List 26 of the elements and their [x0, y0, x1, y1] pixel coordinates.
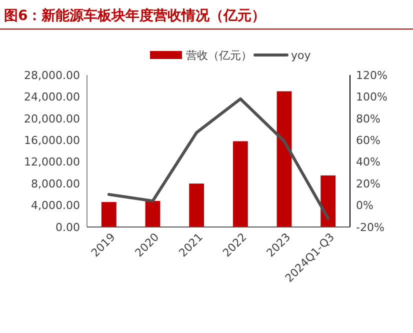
bar: [320, 175, 336, 227]
bar: [232, 141, 248, 227]
y-tick-label: 24,000.00: [24, 90, 80, 104]
bar: [276, 91, 292, 227]
legend-label: yoy: [291, 48, 312, 62]
y-tick-label: 4,000.00: [31, 199, 80, 212]
bar: [145, 200, 160, 227]
y-tick-label: 28,000.00: [24, 68, 80, 82]
y2-tick-label: 100%: [356, 90, 388, 104]
legend-label: 营收（亿元）: [186, 48, 252, 62]
y2-tick-label: 60%: [356, 134, 380, 147]
y2-tick-label: 40%: [356, 156, 380, 169]
line-series: [107, 97, 330, 220]
y2-tick-label: 20%: [356, 177, 380, 190]
y-tick-label: 12,000.00: [24, 156, 80, 169]
y-tick-label: 8,000.00: [31, 177, 80, 190]
y-tick-label: 16,000.00: [24, 134, 80, 147]
bar: [189, 184, 204, 227]
y2-tick-label: 0%: [356, 199, 374, 212]
y-tick-label: 0.00: [56, 220, 80, 234]
y2-tick-label: 80%: [356, 112, 380, 126]
y2-tick-label: 120%: [356, 68, 388, 82]
y2-tick-label: -20%: [356, 220, 384, 234]
chart-title: 图6：新能源车板块年度营收情况（亿元）: [4, 7, 266, 24]
bar: [101, 202, 116, 227]
y-tick-label: 20,000.00: [24, 112, 80, 126]
